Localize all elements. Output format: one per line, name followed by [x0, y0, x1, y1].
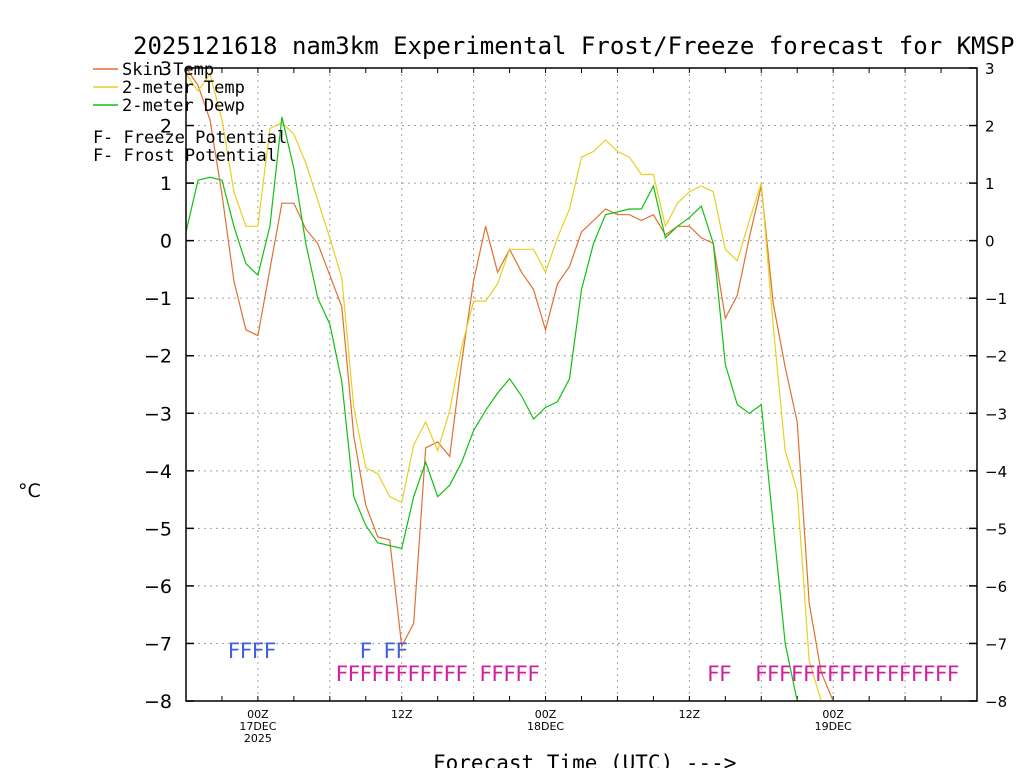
2-meter-dewp-line	[186, 116, 810, 701]
y-tick-label-left: −7	[144, 633, 172, 655]
freeze-flag: F	[899, 662, 912, 686]
legend-label: 2-meter Dewp	[122, 96, 245, 116]
y-tick-label-left: −8	[144, 691, 172, 713]
freeze-flag: F	[359, 662, 372, 686]
y-tick-label-right: 0	[985, 233, 995, 251]
legend-label: Skin Temp	[122, 60, 214, 80]
frost-flag: F	[383, 639, 396, 663]
freeze-flag: F	[371, 662, 384, 686]
series-lines	[186, 68, 834, 701]
frost-flag: F	[359, 639, 372, 663]
y-tick-label-left: −3	[144, 403, 172, 425]
freeze-flag: F	[803, 662, 816, 686]
y-tick-label-left: −1	[144, 288, 172, 310]
freeze-flag: F	[755, 662, 768, 686]
x-tick-label: 00Z	[535, 708, 557, 721]
x-axis-label: Forecast Time (UTC) --->	[433, 751, 736, 768]
y-tick-label-right: −2	[985, 348, 1007, 366]
y-tick-label-left: 3	[160, 58, 172, 80]
gridlines	[185, 68, 978, 701]
frost-flag: F	[395, 639, 408, 663]
y-tick-label-right: −6	[985, 578, 1007, 596]
legend-flag-prefix: F	[93, 146, 103, 166]
y-tick-label-right: 3	[985, 60, 995, 78]
freeze-flag: F	[935, 662, 948, 686]
freeze-flag: F	[503, 662, 516, 686]
y-tick-label-left: −6	[144, 576, 172, 598]
x-tick-label: 00Z	[822, 708, 844, 721]
y-tick-label-right: 1	[985, 175, 995, 193]
freeze-flag: F	[491, 662, 504, 686]
y-tick-label-left: −2	[144, 346, 172, 368]
y-tick-label-left: 0	[160, 231, 172, 253]
freeze-flag: F	[407, 662, 420, 686]
freeze-flag: F	[851, 662, 864, 686]
freeze-flag: F	[395, 662, 408, 686]
skin-temp-line	[186, 68, 834, 701]
legend-label: - Frost Potential	[103, 146, 277, 166]
freeze-flag: F	[911, 662, 924, 686]
frost-flag: F	[240, 639, 253, 663]
x-tick-label: 19DEC	[815, 720, 852, 733]
freeze-flag: F	[527, 662, 540, 686]
x-tick-label: 2025	[244, 732, 272, 745]
freeze-flag: F	[707, 662, 720, 686]
freeze-flag: F	[719, 662, 732, 686]
y-tick-label-left: 2	[160, 116, 172, 138]
freeze-flag: F	[419, 662, 432, 686]
freeze-flag: F	[347, 662, 360, 686]
legend-label: - Freeze Potential	[103, 128, 287, 148]
y-tick-label-right: −7	[985, 635, 1007, 653]
freeze-flag: F	[767, 662, 780, 686]
chart-title: 2025121618 nam3km Experimental Frost/Fre…	[133, 32, 1014, 60]
freeze-flag: F	[455, 662, 468, 686]
frost-flag: F	[228, 639, 241, 663]
frost-flag: F	[252, 639, 265, 663]
plot-frame	[185, 67, 978, 702]
y-tick-label-right: −4	[985, 463, 1007, 481]
freeze-flag: F	[431, 662, 444, 686]
freeze-flag: F	[923, 662, 936, 686]
freeze-flag: F	[827, 662, 840, 686]
freeze-flag: F	[779, 662, 792, 686]
y-axis-label: °C	[18, 480, 41, 502]
x-tick-label: 00Z	[247, 708, 269, 721]
freeze-flag: F	[383, 662, 396, 686]
freeze-flag: F	[515, 662, 528, 686]
freeze-flag: F	[863, 662, 876, 686]
freeze-flag: F	[815, 662, 828, 686]
frost-freeze-flags: F F F F F F FF F F F F F F F F F F F F F F F F F F F F F F F F F F F F F F F F…	[228, 639, 960, 686]
freeze-flag: F	[479, 662, 492, 686]
y-axis-ticks: 3 3 2 2 1 1 0 0 −1 −1 −2 −2 −3 −3 −4 −4 −5 −5 −6 −6 −7 −7 −8 −8	[144, 58, 1007, 713]
y-tick-label-right: 2	[985, 118, 995, 136]
y-tick-label-right: −8	[985, 693, 1007, 711]
x-tick-label: 12Z	[391, 708, 413, 721]
y-tick-label-right: −3	[985, 405, 1007, 423]
x-tick-label: 12Z	[679, 708, 701, 721]
freeze-flag: F	[887, 662, 900, 686]
frost-flag: F	[264, 639, 277, 663]
y-tick-label-left: 1	[160, 173, 172, 195]
freeze-flag: F	[947, 662, 960, 686]
legend-flag-prefix: F	[93, 128, 103, 148]
legend-label: 2-meter Temp	[122, 78, 245, 98]
freeze-flag: F	[875, 662, 888, 686]
x-tick-label: 18DEC	[527, 720, 564, 733]
freeze-flag: F	[791, 662, 804, 686]
2-meter-temp-line	[186, 72, 822, 701]
freeze-flag: F	[335, 662, 348, 686]
y-tick-label-right: −5	[985, 520, 1007, 538]
freeze-flag: F	[839, 662, 852, 686]
x-tick-label: 17DEC	[239, 720, 276, 733]
freeze-flag: F	[443, 662, 456, 686]
y-tick-label-left: −5	[144, 518, 172, 540]
y-tick-label-left: −4	[144, 461, 172, 483]
y-tick-label-right: −1	[985, 290, 1007, 308]
